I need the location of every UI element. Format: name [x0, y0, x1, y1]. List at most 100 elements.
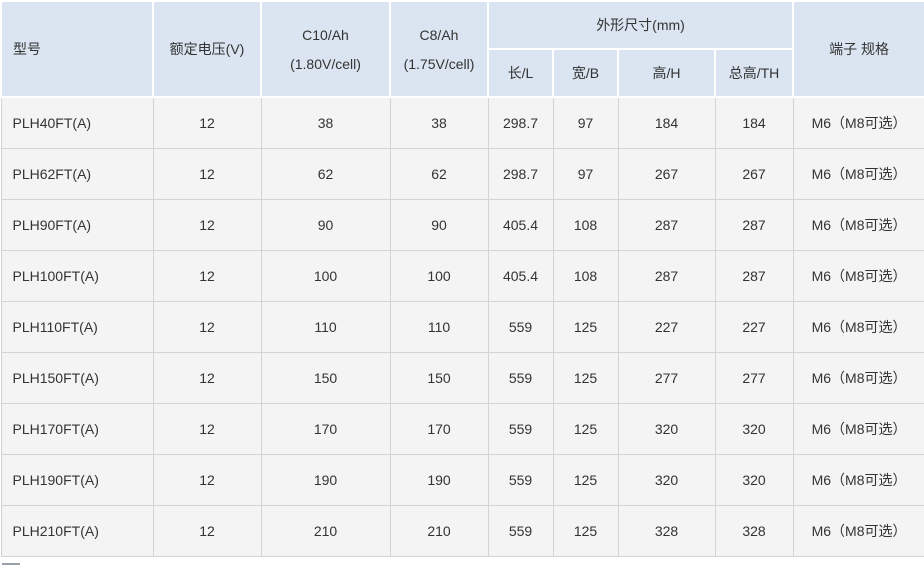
- length-cell: 559: [487, 453, 554, 506]
- length-cell: 559: [487, 402, 554, 455]
- total-height-cell: 267: [714, 147, 794, 200]
- table-row: PLH210FT(A) 12 210 210 559 125 328 328 M6（M8可选）: [0, 504, 924, 557]
- model-cell: PLH150FT(A): [0, 351, 154, 404]
- height-cell: 328: [617, 504, 716, 557]
- table-body: PLH40FT(A) 12 38 38 298.7 97 184 184 M6（M8可选） PLH…: [0, 96, 924, 557]
- header-terminal: 端子 规格: [792, 0, 924, 98]
- terminal-cell: M6（M8可选）: [792, 96, 924, 149]
- model-cell: PLH62FT(A): [0, 147, 154, 200]
- voltage-cell: 12: [152, 198, 262, 251]
- width-cell: 108: [552, 249, 619, 302]
- header-dim-length: 长/L: [487, 48, 554, 98]
- table-row: PLH40FT(A) 12 38 38 298.7 97 184 184 M6（M8可选）: [0, 96, 924, 149]
- total-height-cell: 328: [714, 504, 794, 557]
- table-row: PLH170FT(A) 12 170 170 559 125 320 320 M6（M8可选）: [0, 402, 924, 455]
- terminal-cell: M6（M8可选）: [792, 198, 924, 251]
- height-cell: 287: [617, 249, 716, 302]
- length-cell: 298.7: [487, 147, 554, 200]
- header-dimensions-group: 外形尺寸(mm): [486, 0, 795, 50]
- width-cell: 125: [552, 453, 619, 506]
- header-row-top: 型号 额定电压(V) C10/Ah (1.80V/cell) C8/Ah (1.…: [0, 0, 924, 98]
- height-cell: 184: [617, 96, 716, 149]
- length-cell: 298.7: [487, 96, 554, 149]
- model-cell: PLH100FT(A): [0, 249, 154, 302]
- header-c8: C8/Ah (1.75V/cell): [389, 0, 489, 98]
- c10-cell: 150: [260, 351, 391, 404]
- c10-cell: 100: [260, 249, 391, 302]
- terminal-cell: M6（M8可选）: [792, 504, 924, 557]
- width-cell: 97: [552, 147, 619, 200]
- c8-cell: 170: [389, 402, 489, 455]
- voltage-cell: 12: [152, 96, 262, 149]
- terminal-cell: M6（M8可选）: [792, 351, 924, 404]
- table-row: PLH150FT(A) 12 150 150 559 125 277 277 M6（M8可选）: [0, 351, 924, 404]
- length-cell: 559: [487, 504, 554, 557]
- c10-cell: 62: [260, 147, 391, 200]
- c8-cell: 210: [389, 504, 489, 557]
- total-height-cell: 320: [714, 402, 794, 455]
- model-cell: PLH40FT(A): [0, 96, 154, 149]
- total-height-cell: 287: [714, 249, 794, 302]
- voltage-cell: 12: [152, 504, 262, 557]
- c8-cell: 62: [389, 147, 489, 200]
- header-dim-height: 高/H: [617, 48, 716, 98]
- voltage-cell: 12: [152, 300, 262, 353]
- height-cell: 277: [617, 351, 716, 404]
- height-cell: 267: [617, 147, 716, 200]
- height-cell: 320: [617, 453, 716, 506]
- table-header: 型号 额定电压(V) C10/Ah (1.80V/cell) C8/Ah (1.…: [0, 0, 924, 98]
- table-row: PLH110FT(A) 12 110 110 559 125 227 227 M6（M8可选）: [0, 300, 924, 353]
- table-row: PLH62FT(A) 12 62 62 298.7 97 267 267 M6（M8可选）: [0, 147, 924, 200]
- voltage-cell: 12: [152, 249, 262, 302]
- length-cell: 405.4: [487, 198, 554, 251]
- total-height-cell: 184: [714, 96, 794, 149]
- table-row: PLH190FT(A) 12 190 190 559 125 320 320 M6（M8可选）: [0, 453, 924, 506]
- width-cell: 125: [552, 402, 619, 455]
- terminal-cell: M6（M8可选）: [792, 249, 924, 302]
- header-row-sub: 长/L 宽/B 高/H 总高/TH: [1, 48, 924, 98]
- c8-cell: 38: [389, 96, 489, 149]
- width-cell: 108: [552, 198, 619, 251]
- model-cell: PLH170FT(A): [0, 402, 154, 455]
- table-row: PLH100FT(A) 12 100 100 405.4 108 287 287 M6（M8可选…: [0, 249, 924, 302]
- model-cell: PLH110FT(A): [0, 300, 154, 353]
- header-c10-line1: C10/Ah: [302, 26, 349, 43]
- model-cell: PLH90FT(A): [0, 198, 154, 251]
- length-cell: 559: [487, 300, 554, 353]
- terminal-cell: M6（M8可选）: [792, 147, 924, 200]
- length-cell: 405.4: [487, 249, 554, 302]
- height-cell: 227: [617, 300, 716, 353]
- c10-cell: 110: [260, 300, 391, 353]
- header-dim-total-height: 总高/TH: [713, 48, 795, 98]
- partial-bottom-element: [2, 563, 20, 565]
- c8-cell: 150: [389, 351, 489, 404]
- width-cell: 97: [552, 96, 619, 149]
- voltage-cell: 12: [152, 402, 262, 455]
- header-c8-line2: (1.75V/cell): [403, 55, 475, 72]
- width-cell: 125: [552, 300, 619, 353]
- c8-cell: 110: [389, 300, 489, 353]
- table-row: PLH90FT(A) 12 90 90 405.4 108 287 287 M6（M8可选）: [0, 198, 924, 251]
- voltage-cell: 12: [152, 453, 262, 506]
- c8-cell: 190: [389, 453, 489, 506]
- total-height-cell: 320: [714, 453, 794, 506]
- c10-cell: 38: [260, 96, 391, 149]
- voltage-cell: 12: [152, 351, 262, 404]
- width-cell: 125: [552, 504, 619, 557]
- model-cell: PLH190FT(A): [0, 453, 154, 506]
- total-height-cell: 287: [714, 198, 794, 251]
- c8-cell: 90: [389, 198, 489, 251]
- c10-cell: 190: [260, 453, 391, 506]
- model-cell: PLH210FT(A): [0, 504, 154, 557]
- terminal-cell: M6（M8可选）: [792, 402, 924, 455]
- c10-cell: 170: [260, 402, 391, 455]
- voltage-cell: 12: [152, 147, 262, 200]
- c8-cell: 100: [389, 249, 489, 302]
- header-c10-line2: (1.80V/cell): [290, 55, 361, 72]
- total-height-cell: 277: [714, 351, 794, 404]
- c10-cell: 210: [260, 504, 391, 557]
- c10-cell: 90: [260, 198, 391, 251]
- header-model: 型号: [0, 0, 154, 98]
